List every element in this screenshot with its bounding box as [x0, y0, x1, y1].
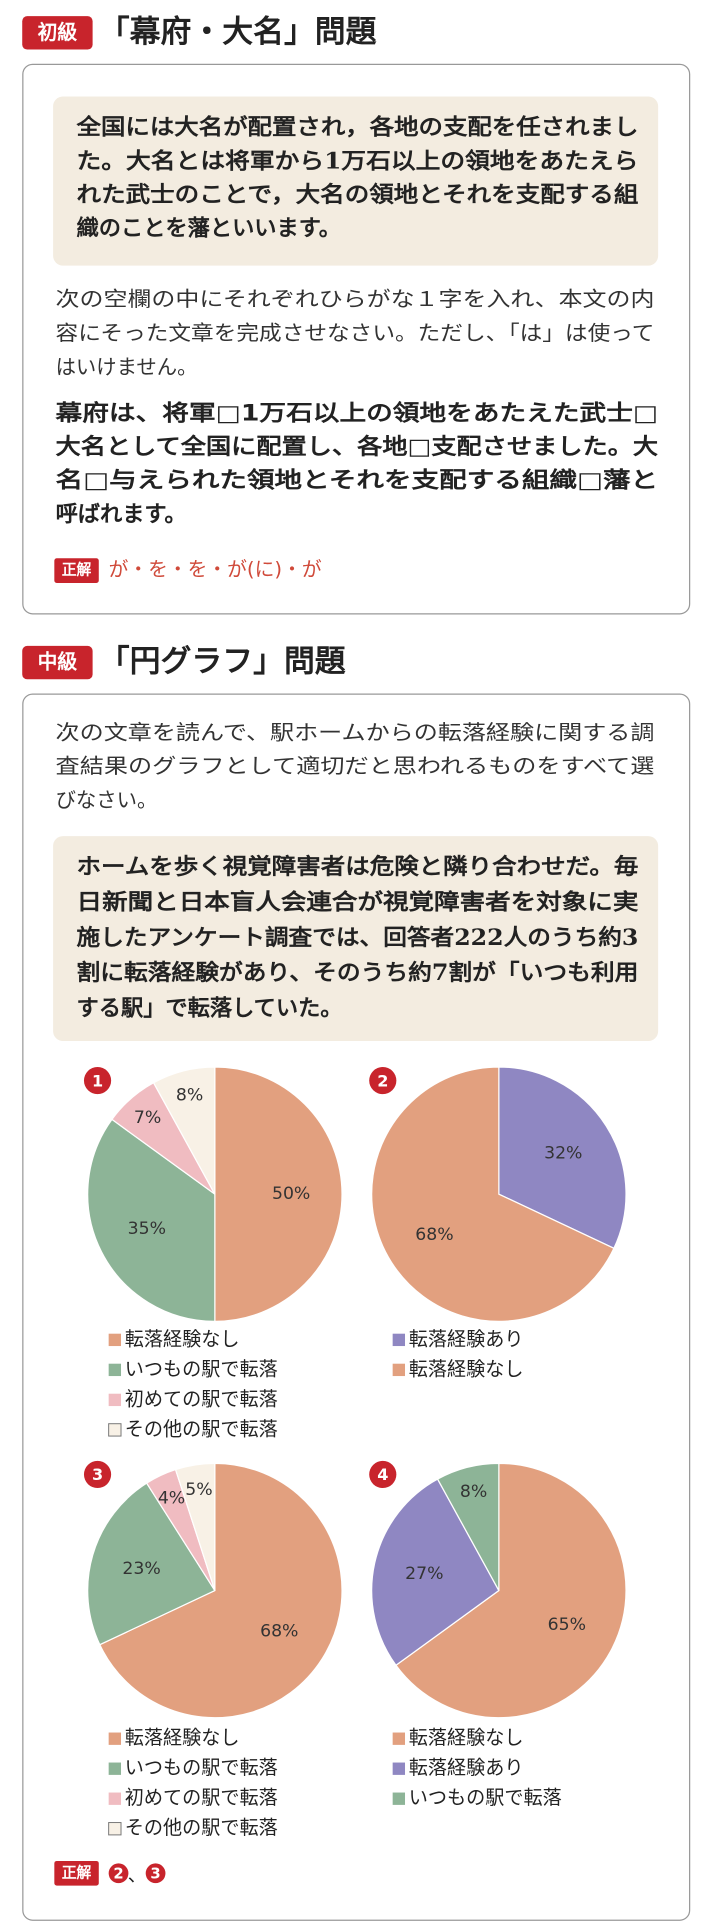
- pie-slice: [395, 1462, 627, 1719]
- legend-swatch: [392, 1363, 406, 1377]
- pie-slice: [98, 1462, 343, 1719]
- answer-separator: 、: [128, 1865, 147, 1886]
- chart-marker: [369, 1066, 397, 1095]
- pie-slice: [436, 1462, 500, 1591]
- legend-label: 転落経験あり: [409, 1327, 524, 1350]
- legend-swatch: [392, 1333, 406, 1347]
- chart-marker-number: 2: [377, 1071, 388, 1090]
- question-line: 次の文章を読んで、駅ホームからの転落経験に関する調: [56, 721, 655, 745]
- question-line: 容にそった文章を完成させなさい。ただし、「は」は使って: [56, 321, 655, 345]
- passage-line: れた武士のことで，大名の領地とそれを支配する組: [77, 181, 639, 208]
- legend-swatch: [392, 1792, 406, 1805]
- pie-slice: [498, 1066, 627, 1250]
- legend-label: 初めての駅で転落: [125, 1786, 278, 1809]
- chart-marker-number: 1: [92, 1071, 103, 1090]
- pie-slice: [214, 1066, 343, 1322]
- pie-slice: [174, 1462, 216, 1591]
- passage-line: 施したアンケート調査では、回答者222人のうち約3: [77, 924, 639, 951]
- passage-line: する駅」で転落していた。: [77, 995, 343, 1021]
- passage-line: た。大名とは将軍から1万石以上の領地をあたえら: [77, 147, 639, 174]
- passage-line: 全国には大名が配置され，各地の支配を任されまし: [75, 114, 638, 141]
- slice-label: 8%: [460, 1482, 487, 1502]
- slice-label: 27%: [405, 1564, 443, 1584]
- legend-label: 転落経験なし: [125, 1726, 240, 1749]
- slice-label: 32%: [544, 1143, 582, 1163]
- legend-label: その他の駅で転落: [125, 1816, 278, 1839]
- chart-marker: [369, 1460, 397, 1489]
- pie-slice: [87, 1118, 216, 1322]
- question-line: びなさい。: [56, 788, 158, 812]
- answer-circle: [145, 1863, 166, 1884]
- passage-line: 日新聞と日本盲人会連合が視覚障害者を対象に実: [77, 889, 639, 916]
- exercise-line: 幕府は、将軍□1万石以上の領地をあたえた武士□: [54, 399, 658, 426]
- answer-text: が・を・を・が(に)・が: [109, 558, 322, 581]
- pie-slice: [371, 1478, 500, 1667]
- level-text: 中級: [38, 651, 78, 674]
- legend-swatch: [108, 1363, 122, 1377]
- chart-marker-number: 4: [377, 1465, 388, 1484]
- answer-badge: [54, 1860, 99, 1886]
- chart-marker-number: 3: [92, 1465, 103, 1484]
- level-text: 初級: [38, 21, 78, 44]
- question-line: 査結果のグラフとして適切だと思われるものをすべて選: [56, 754, 655, 778]
- legend-swatch: [392, 1732, 406, 1745]
- slice-label: 4%: [158, 1488, 185, 1508]
- legend-label: 転落経験なし: [125, 1327, 240, 1350]
- answer-label: 正解: [62, 1863, 92, 1881]
- answer-label: 正解: [62, 561, 92, 579]
- chart-marker: [83, 1066, 112, 1095]
- legend-swatch: [108, 1822, 122, 1836]
- legend-label: 転落経験あり: [409, 1756, 524, 1779]
- answer-number: 2: [113, 1866, 123, 1883]
- passage-line: ホームを歩く視覚障害者は危険と隣り合わせだ。毎: [77, 853, 639, 880]
- legend-label: 転落経験なし: [409, 1357, 524, 1380]
- level-badge: [22, 645, 93, 680]
- exercise-line: 大名として全国に配置し、各地□支配させました。大: [56, 433, 659, 460]
- legend-label: いつもの駅で転落: [125, 1357, 278, 1380]
- slice-label: 23%: [122, 1559, 160, 1579]
- legend-label: 転落経験なし: [409, 1726, 524, 1749]
- legend-swatch: [108, 1792, 122, 1805]
- legend-swatch: [392, 1762, 406, 1775]
- section-title: 「円グラフ」問題: [99, 644, 346, 680]
- legend-swatch: [108, 1393, 122, 1407]
- exercise-line: 呼ばれます。: [56, 501, 187, 527]
- exercise-line: 名□与えられた領地とそれを支配する組織□藩と: [56, 467, 659, 494]
- legend-label: 初めての駅で転落: [125, 1387, 278, 1410]
- section-title: 「幕府・大名」問題: [99, 14, 377, 50]
- question-line: はいけません。: [56, 355, 198, 379]
- legend-label: いつもの駅で転落: [409, 1786, 562, 1809]
- pie-slice: [87, 1482, 216, 1646]
- passage-box: [53, 836, 659, 1042]
- answer-circle: [108, 1863, 129, 1884]
- passage-line: 割に転落経験があり、そのうち約7割が「いつも利用: [77, 959, 639, 986]
- pie-slice: [152, 1066, 216, 1195]
- legend-swatch: [108, 1333, 122, 1347]
- slice-label: 5%: [185, 1480, 212, 1500]
- slice-label: 65%: [548, 1615, 586, 1635]
- answer-number: 3: [150, 1866, 160, 1883]
- legend-label: いつもの駅で転落: [125, 1756, 278, 1779]
- slice-label: 8%: [176, 1086, 203, 1106]
- chart-marker: [83, 1460, 112, 1489]
- slice-label: 50%: [272, 1184, 310, 1204]
- level-badge: [22, 16, 93, 50]
- answer-badge: [54, 558, 99, 583]
- legend-swatch: [108, 1732, 122, 1745]
- legend-label: その他の駅で転落: [125, 1417, 278, 1440]
- legend-swatch: [108, 1423, 122, 1437]
- slice-label: 68%: [415, 1225, 453, 1245]
- pie-slice: [371, 1066, 615, 1322]
- slice-label: 68%: [260, 1621, 298, 1641]
- legend-swatch: [108, 1762, 122, 1775]
- question-line: 次の空欄の中にそれぞれひらがな１字を入れ、本文の内: [56, 287, 655, 311]
- slice-label: 35%: [128, 1219, 166, 1239]
- slice-label: 7%: [134, 1108, 161, 1128]
- passage-line: 織のことを藩といいます。: [77, 215, 341, 242]
- passage-box: [53, 96, 659, 266]
